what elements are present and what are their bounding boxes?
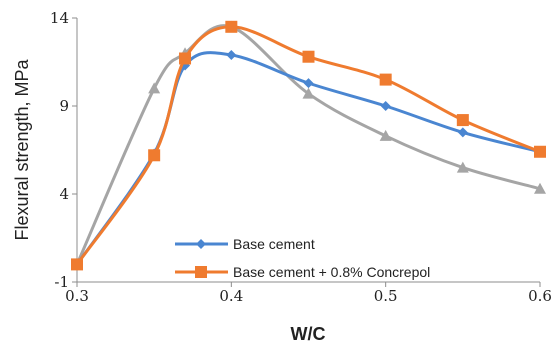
data-point (380, 101, 391, 111)
x-tick-label: 0.4 (219, 287, 243, 305)
x-axis-title: W/C (291, 324, 326, 344)
y-tick-label: 14 (50, 9, 69, 27)
x-tick-label: 0.6 (528, 287, 552, 305)
y-tick-label: -1 (54, 273, 69, 291)
x-axis-ticks: 0.3 0.4 0.5 0.6 (65, 282, 552, 305)
data-point (226, 49, 237, 60)
data-point (456, 161, 469, 173)
data-point (148, 149, 161, 162)
x-tick-label: 0.3 (65, 287, 89, 305)
data-point (71, 258, 83, 271)
data-point (379, 129, 392, 141)
legend-swatch-square-marker (195, 266, 207, 278)
data-point (148, 82, 161, 94)
series-1 (71, 20, 546, 271)
data-point (302, 50, 315, 63)
y-axis-title: Flexural strength, MPa (12, 58, 32, 240)
legend-label: Base cement + 0.8% Concrepol (233, 264, 430, 280)
x-tick-label: 0.5 (374, 287, 398, 305)
data-point (534, 182, 546, 194)
legend: Base cement Base cement + 0.8% Concrepol (175, 236, 430, 280)
data-point (457, 127, 468, 138)
series-layer (71, 20, 546, 271)
y-tick-label: 4 (59, 185, 69, 203)
data-point (379, 73, 392, 86)
legend-swatch-diamond-marker (196, 239, 206, 249)
plot-area (76, 18, 540, 283)
legend-label: Base cement (233, 236, 315, 252)
data-point (303, 78, 314, 89)
y-tick-label: 9 (59, 97, 69, 115)
data-point (456, 114, 469, 127)
series-line (75, 24, 541, 266)
data-point (534, 145, 546, 158)
legend-item-base-cement: Base cement (175, 236, 315, 252)
data-point (225, 20, 238, 33)
data-point (302, 87, 315, 99)
y-axis-ticks: -1 4 9 14 (50, 9, 77, 291)
legend-item-concrepol: Base cement + 0.8% Concrepol (175, 264, 430, 280)
data-point (179, 52, 192, 65)
